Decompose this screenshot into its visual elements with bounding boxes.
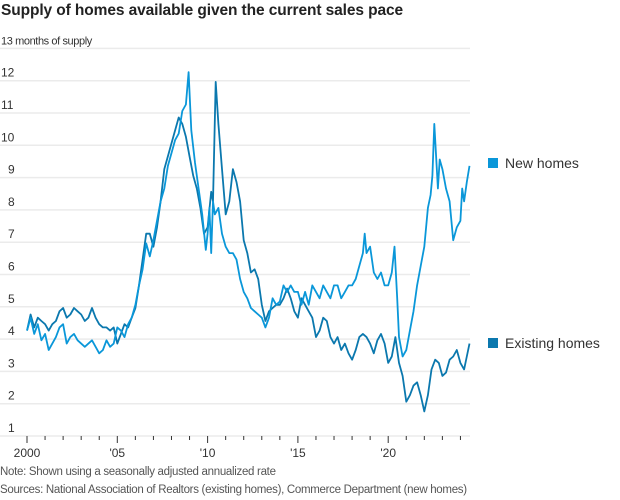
x-axis: 2000 '05 '10 '15 '20	[14, 436, 461, 460]
x-tick-label: '05	[109, 446, 125, 460]
legend-swatch-existing-homes	[488, 338, 498, 348]
y-tick-label: 13 months of supply	[1, 35, 93, 47]
y-tick-label: 2	[8, 389, 15, 403]
y-tick-label: 9	[8, 163, 15, 177]
series-line-existing-homes	[26, 81, 471, 413]
series-line-new-homes	[26, 71, 471, 358]
y-tick-label: 3	[8, 356, 15, 370]
y-tick-label: 6	[8, 260, 15, 274]
y-tick-label: 7	[8, 227, 15, 241]
y-tick-label: 5	[8, 292, 15, 306]
x-tick-label: '10	[200, 446, 216, 460]
x-tick-label: '20	[380, 446, 396, 460]
series-lines	[26, 71, 471, 413]
chart-sources: Sources: National Association of Realtor…	[0, 484, 467, 496]
legend-label-existing-homes: Existing homes	[505, 335, 600, 351]
legend-item-existing-homes: Existing homes	[488, 335, 600, 351]
legend-item-new-homes: New homes	[488, 155, 579, 171]
chart-title: Supply of homes available given the curr…	[1, 2, 404, 19]
y-tick-label: 8	[8, 195, 15, 209]
legend-swatch-new-homes	[488, 158, 498, 168]
y-tick-label: 1	[8, 421, 15, 435]
y-tick-label: 10	[1, 130, 15, 144]
gridlines	[0, 47, 470, 437]
y-tick-label: 12	[1, 66, 15, 80]
x-tick-label: 2000	[14, 446, 41, 460]
x-tick-label: '15	[290, 446, 306, 460]
y-tick-label: 4	[8, 324, 15, 338]
legend-label-new-homes: New homes	[505, 155, 579, 171]
chart-note: Note: Shown using a seasonally adjusted …	[0, 466, 276, 478]
y-tick-label: 11	[1, 98, 14, 112]
